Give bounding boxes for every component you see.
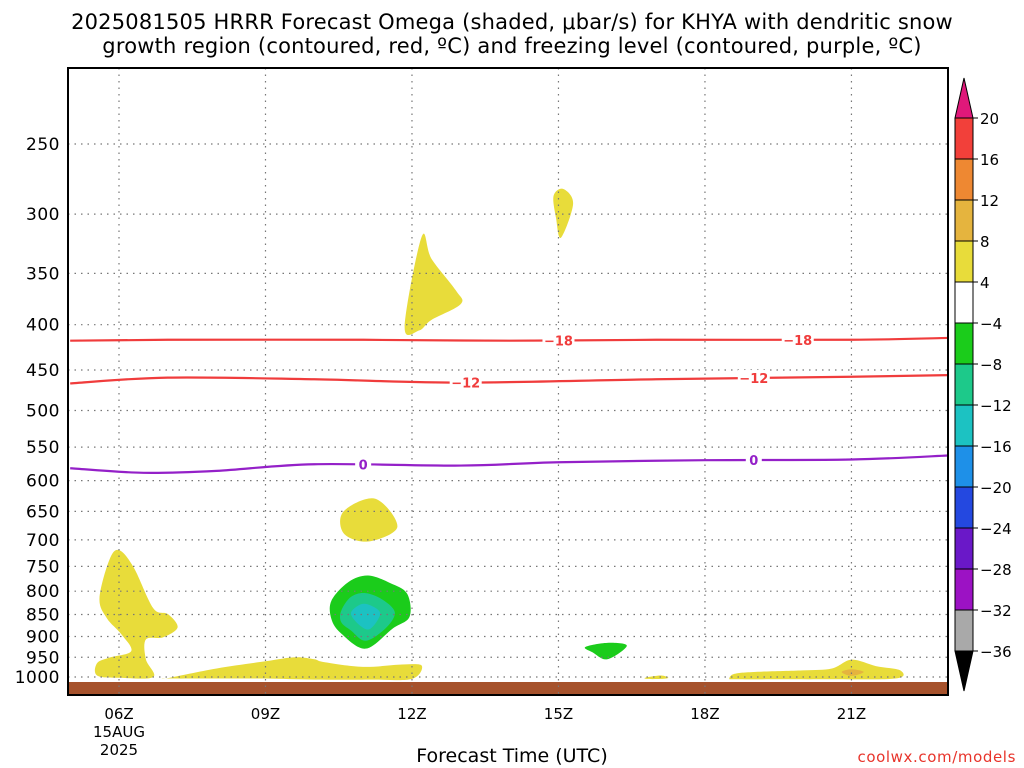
isotherm-label-bg bbox=[781, 331, 814, 348]
omega-region-lower-left bbox=[94, 549, 178, 679]
isotherm-label: 0 bbox=[359, 459, 368, 474]
colorbar-under-triangle bbox=[954, 650, 974, 692]
colorbar-tick-label: 20 bbox=[980, 110, 999, 128]
omega-region-surface-3 bbox=[728, 659, 904, 680]
y-tick-label: 650 bbox=[26, 502, 60, 522]
isotherm-label-bg bbox=[449, 374, 482, 391]
y-tick-label: 1000 bbox=[15, 668, 60, 688]
isotherm-label-bg bbox=[745, 451, 762, 468]
colorbar-bin bbox=[954, 281, 974, 324]
chart-title-line-1: 2025081505 HRRR Forecast Omega (shaded, … bbox=[71, 10, 953, 34]
isotherm-line bbox=[70, 374, 948, 385]
x-tick-label: 21Z bbox=[837, 705, 866, 723]
omega-region-mid bbox=[340, 498, 398, 542]
colorbar-bin bbox=[954, 117, 974, 160]
omega-region-surface-1 bbox=[161, 657, 423, 681]
colorbar-tick-label: −4 bbox=[980, 315, 1002, 333]
omega-region-upper-1 bbox=[404, 233, 463, 336]
surface-band bbox=[68, 682, 948, 695]
colorbar-tick-label: −16 bbox=[980, 438, 1012, 456]
y-tick-label: 300 bbox=[26, 205, 60, 225]
isotherm-line bbox=[70, 454, 948, 475]
y-tick-label: 600 bbox=[26, 472, 60, 492]
omega-region-surface-2 bbox=[644, 675, 669, 680]
colorbar-bin bbox=[954, 486, 974, 529]
credit-text[interactable]: coolwx.com/models bbox=[857, 748, 1016, 766]
y-tick-label: 400 bbox=[26, 316, 60, 336]
colorbar-tick-label: −36 bbox=[980, 643, 1012, 661]
isotherm-label: −12 bbox=[739, 372, 768, 387]
colorbar-bin bbox=[954, 363, 974, 406]
colorbar-tick-label: 16 bbox=[980, 151, 999, 169]
isotherm-label-bg bbox=[542, 332, 575, 349]
colorbar-tick-label: 12 bbox=[980, 192, 999, 210]
colorbar-bin bbox=[954, 445, 974, 488]
colorbar-bin bbox=[954, 199, 974, 242]
x-tick-label: 15Z bbox=[544, 705, 573, 723]
omega-region-sink-small bbox=[584, 642, 627, 660]
x-tick-label: 06Z bbox=[104, 705, 133, 723]
contour-layer: −18 −18 −12 −12 0 0 bbox=[70, 331, 948, 475]
colorbar-tick-label: −20 bbox=[980, 479, 1012, 497]
chart-title-line-2: growth region (contoured, red, ºC) and f… bbox=[102, 34, 922, 58]
colorbar-bin bbox=[954, 527, 974, 570]
isotherm-line bbox=[70, 336, 948, 342]
y-tick-label: 250 bbox=[26, 135, 60, 155]
colorbar-tick-label: 8 bbox=[980, 233, 990, 251]
y-tick-label: 550 bbox=[26, 438, 60, 458]
omega-region-surface-3-core bbox=[841, 669, 864, 676]
y-tick-label: 950 bbox=[26, 648, 60, 668]
colorbar-bin bbox=[954, 404, 974, 447]
colorbar-bin bbox=[954, 568, 974, 611]
x-axis-label: Forecast Time (UTC) bbox=[416, 745, 608, 767]
axes-layer: 2503003504004505005506006507007508008509… bbox=[15, 67, 949, 759]
isotherm-label: −12 bbox=[451, 377, 480, 392]
colorbar-tick-label: −12 bbox=[980, 397, 1012, 415]
colorbar-bin bbox=[954, 158, 974, 201]
x-tick-label: 09Z bbox=[251, 705, 280, 723]
colorbar-tick-label: −32 bbox=[980, 602, 1012, 620]
plot-frame bbox=[67, 67, 949, 696]
y-tick-label: 750 bbox=[26, 557, 60, 577]
colorbar-bin bbox=[954, 240, 974, 283]
x-tick-label: 12Z bbox=[397, 705, 426, 723]
x-tick-sublabel: 15AUG bbox=[93, 723, 145, 741]
y-tick-label: 350 bbox=[26, 264, 60, 284]
colorbar: 20 16 12 8 4 −4 −8 −12 −16 −20 −24 −28 −32 −36 bbox=[954, 77, 1012, 692]
isotherm-label: −18 bbox=[544, 334, 573, 349]
colorbar-tick-label: 4 bbox=[980, 274, 990, 292]
y-tick-label: 850 bbox=[26, 606, 60, 626]
isotherm-label: 0 bbox=[749, 454, 758, 469]
x-tick-sublabel: 2025 bbox=[100, 741, 138, 759]
y-tick-label: 800 bbox=[26, 582, 60, 602]
omega-region-sink-core bbox=[350, 603, 381, 630]
y-tick-label: 450 bbox=[26, 361, 60, 381]
colorbar-tick-label: −28 bbox=[980, 561, 1012, 579]
surface-band-layer bbox=[68, 682, 948, 695]
isotherm-label-bg bbox=[355, 456, 372, 473]
y-tick-label: 700 bbox=[26, 531, 60, 551]
y-tick-label: 500 bbox=[26, 402, 60, 422]
colorbar-tick-label: −8 bbox=[980, 356, 1002, 374]
y-tick-label: 900 bbox=[26, 627, 60, 647]
omega-region-upper-2 bbox=[553, 188, 574, 238]
isotherm-label-bg bbox=[737, 370, 770, 387]
isotherm-label: −18 bbox=[783, 334, 812, 349]
colorbar-bin bbox=[954, 322, 974, 365]
colorbar-over-triangle bbox=[954, 77, 974, 119]
colorbar-bin bbox=[954, 609, 974, 652]
omega-shading-layer bbox=[94, 188, 904, 681]
x-tick-label: 18Z bbox=[690, 705, 719, 723]
colorbar-tick-label: −24 bbox=[980, 520, 1012, 538]
